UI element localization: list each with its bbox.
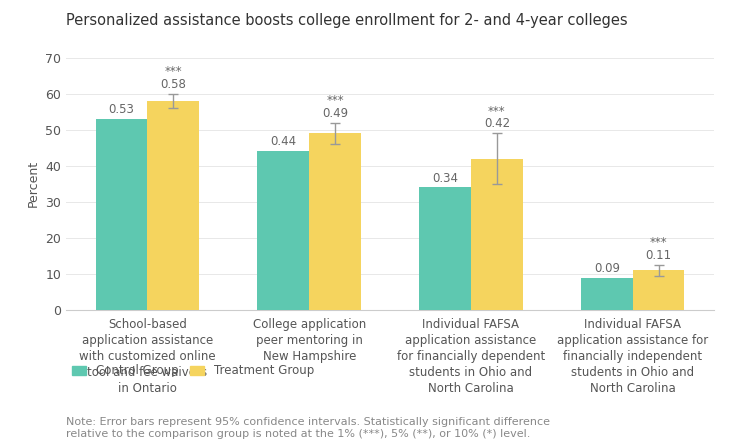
Y-axis label: Percent: Percent	[26, 160, 40, 207]
Text: 0.34: 0.34	[432, 171, 458, 185]
Bar	[581, 278, 633, 310]
Text: Personalized assistance boosts college enrollment for 2- and 4-year colleges: Personalized assistance boosts college e…	[66, 13, 628, 28]
Bar	[96, 119, 147, 310]
Legend: Control Group, Treatment Group: Control Group, Treatment Group	[72, 364, 314, 377]
Bar	[147, 101, 199, 310]
Bar	[633, 270, 684, 310]
Bar	[258, 152, 309, 310]
Text: ***: ***	[650, 237, 668, 249]
Text: 0.53: 0.53	[109, 103, 135, 116]
Bar	[420, 187, 471, 310]
Text: Note: Error bars represent 95% confidence intervals. Statistically significant d: Note: Error bars represent 95% confidenc…	[66, 417, 551, 439]
Text: ***: ***	[165, 65, 182, 78]
Text: 0.49: 0.49	[322, 107, 348, 120]
Text: 0.58: 0.58	[160, 78, 186, 91]
Text: 0.42: 0.42	[484, 117, 510, 130]
Bar	[309, 133, 361, 310]
Text: 0.44: 0.44	[270, 136, 297, 148]
Text: 0.11: 0.11	[645, 249, 672, 262]
Text: ***: ***	[488, 105, 506, 118]
Text: 0.09: 0.09	[594, 262, 620, 275]
Bar	[471, 159, 523, 310]
Text: ***: ***	[326, 94, 344, 107]
